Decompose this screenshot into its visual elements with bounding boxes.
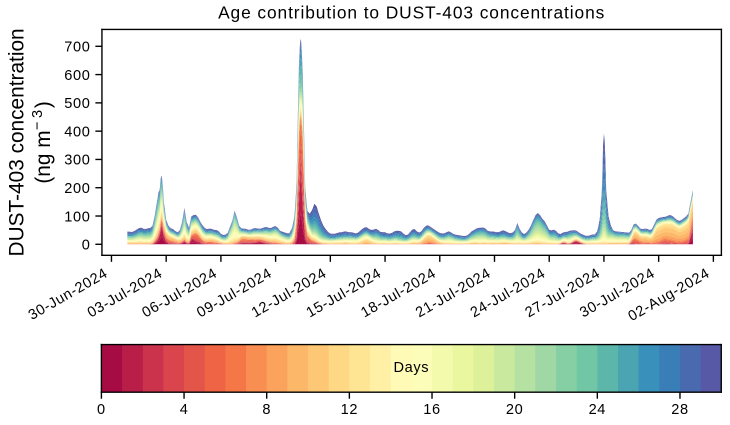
svg-text:Days: Days — [393, 360, 429, 376]
svg-text:200: 200 — [64, 181, 90, 197]
svg-text:400: 400 — [64, 124, 90, 140]
svg-text:28: 28 — [671, 402, 688, 418]
svg-text:16: 16 — [423, 402, 440, 418]
svg-text:500: 500 — [64, 96, 90, 112]
svg-text:8: 8 — [262, 402, 271, 418]
svg-text:24: 24 — [589, 402, 606, 418]
svg-text:0: 0 — [97, 402, 106, 418]
svg-text:Age contribution to DUST-403 c: Age contribution to DUST-403 concentrati… — [218, 2, 605, 22]
svg-text:0: 0 — [82, 238, 91, 254]
svg-text:600: 600 — [64, 68, 90, 84]
svg-text:4: 4 — [180, 402, 189, 418]
svg-text:12: 12 — [341, 402, 358, 418]
svg-text:700: 700 — [64, 40, 90, 56]
svg-text:100: 100 — [64, 209, 90, 225]
svg-text:20: 20 — [506, 402, 523, 418]
svg-text:300: 300 — [64, 153, 90, 169]
svg-text:( n g: ( n g m ) − 3 — [22, 95, 55, 184]
svg-text:DUST-403 concentration: DUST-403 concentration — [6, 28, 29, 256]
